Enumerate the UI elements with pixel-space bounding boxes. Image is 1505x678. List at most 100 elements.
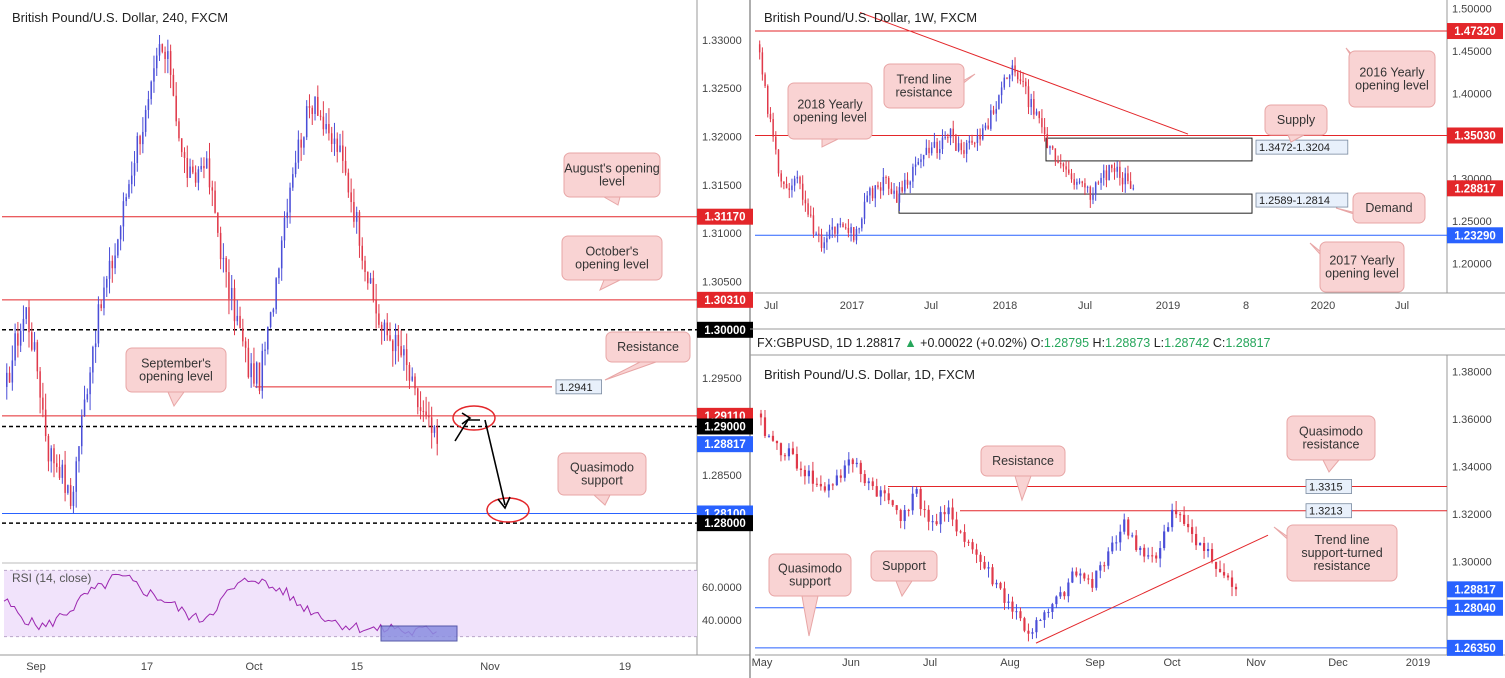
candle-body: [247, 347, 250, 378]
candle-body: [333, 138, 336, 144]
candle-body: [144, 110, 147, 132]
candle-body: [175, 95, 177, 122]
candle-body: [117, 239, 119, 256]
w1-y-tick-label: 1.25000: [1452, 216, 1492, 228]
candle-body: [211, 187, 214, 191]
candle-body: [844, 227, 847, 229]
candle-body: [1113, 168, 1116, 172]
w1-x-tick-label: 2020: [1311, 300, 1335, 312]
h4-price-label-5-bg: [697, 436, 753, 453]
candle-body: [982, 128, 984, 140]
candle-body: [328, 124, 330, 134]
h4-arrowhead-down: [497, 496, 511, 510]
candle-body: [767, 435, 771, 437]
candle-body: [1075, 571, 1078, 576]
candle-body: [1226, 575, 1230, 578]
candle-body: [280, 240, 283, 269]
candle-body: [979, 554, 982, 562]
candle-body: [998, 95, 1000, 109]
h4-price-label-0-bg: [697, 208, 753, 225]
candle-body: [968, 140, 971, 143]
candle-body: [935, 521, 938, 525]
candle-body: [39, 371, 41, 398]
candle-body: [69, 485, 72, 506]
candle-body: [342, 145, 344, 161]
candle-body: [1016, 72, 1019, 80]
candle-body: [1014, 65, 1016, 73]
w1-2018-opening-callout-pointer: [821, 138, 839, 148]
w1-x-tick-label: Jul: [1395, 300, 1409, 312]
candle-body: [1019, 79, 1022, 81]
candle-body: [788, 188, 791, 191]
candle-body: [819, 483, 822, 487]
w1-x-tick-label: Jul: [1078, 300, 1092, 312]
candle-body: [779, 443, 783, 456]
candle-body: [414, 376, 416, 389]
candle-body: [422, 410, 425, 412]
september-opening-callout-label: September's opening level: [139, 357, 213, 384]
candle-body: [799, 176, 801, 184]
h4-price-label-2: 1.30000: [704, 325, 746, 337]
w1-candles: [758, 40, 1135, 254]
h4-candles: [6, 34, 438, 514]
d1-support-callout-label: Support: [882, 559, 926, 573]
candle-body: [417, 388, 419, 408]
w1-y-tick-label: 1.20000: [1452, 258, 1492, 270]
w1-price-label-1: 1.35030: [1454, 130, 1496, 142]
w1-demand-callout-label: Demand: [1365, 201, 1412, 215]
candle-body: [933, 141, 936, 148]
candle-body: [1089, 186, 1092, 200]
candle-body: [208, 158, 211, 188]
w1-supply-callout-label: Supply: [1277, 113, 1316, 127]
candle-body: [793, 178, 796, 186]
h4-price-label-4-bg: [697, 418, 753, 435]
candle-body: [907, 510, 910, 512]
candle-body: [772, 119, 774, 137]
candle-body: [823, 242, 825, 249]
candle-body: [1097, 182, 1100, 184]
candle-body: [31, 332, 33, 350]
october-opening-callout-box: [561, 235, 663, 281]
candle-body: [973, 142, 976, 144]
candle-body: [1067, 582, 1070, 597]
candle-body: [775, 440, 779, 444]
candle-body: [920, 159, 922, 162]
candle-body: [803, 469, 806, 477]
w1-trend-line-resistance: [859, 12, 1189, 135]
w1-2016-opening-callout-box: [1348, 50, 1436, 108]
candle-body: [186, 157, 189, 178]
candle-body: [930, 147, 933, 154]
candle-body: [899, 510, 902, 522]
candle-body: [83, 399, 86, 416]
candle-body: [408, 365, 411, 381]
d1-price-label-1: 1.28040: [1454, 603, 1496, 615]
candle-body: [1127, 173, 1129, 182]
candle-body: [28, 307, 30, 333]
candle-body: [925, 147, 928, 155]
candle-body: [164, 51, 166, 59]
candle-body: [1086, 186, 1089, 188]
candle-body: [827, 484, 830, 491]
w1-demand-callout-box: [1352, 192, 1426, 224]
candle-body: [939, 149, 941, 154]
candle-body: [863, 474, 866, 484]
candle-body: [311, 107, 314, 114]
candle-body: [1222, 572, 1226, 576]
candle-body: [214, 190, 216, 213]
candle-body: [904, 179, 906, 192]
candle-body: [222, 257, 225, 260]
w1-price-label-3-bg: [1447, 227, 1503, 244]
candle-body: [787, 448, 791, 457]
candle-body: [1033, 99, 1035, 115]
h4-highlight-ellipse-upper: [452, 405, 496, 431]
candle-body: [771, 435, 775, 441]
candle-body: [1003, 77, 1006, 88]
candle-body: [1035, 620, 1038, 633]
candle-body: [403, 349, 405, 356]
candle-body: [839, 223, 842, 225]
candle-body: [78, 446, 80, 462]
candle-body: [855, 228, 858, 241]
candle-body: [433, 426, 436, 433]
candle-body: [1000, 87, 1003, 96]
